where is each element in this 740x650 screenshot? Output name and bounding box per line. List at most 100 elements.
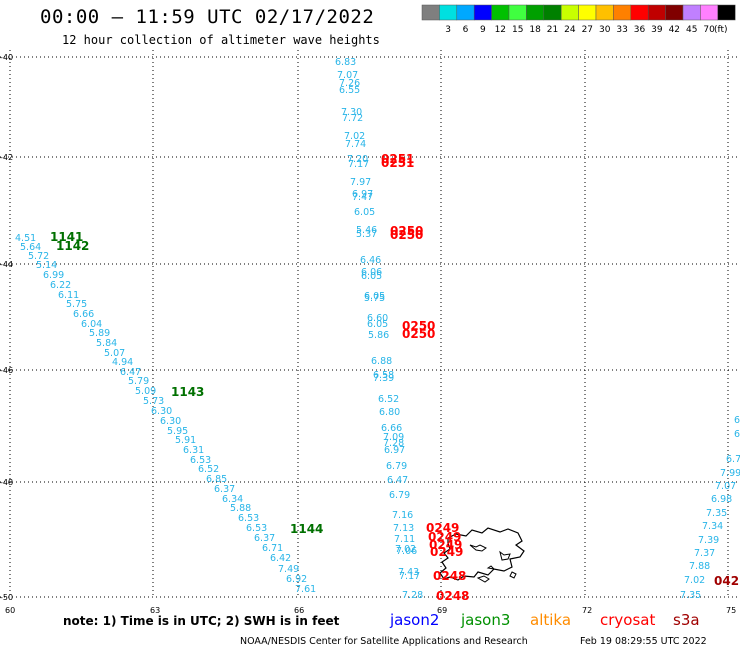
legend-swatch <box>613 4 632 21</box>
swh-reading: 6.52 <box>378 394 399 405</box>
y-tick-label: -44 <box>0 260 13 269</box>
legend-swatch <box>526 4 545 21</box>
x-tick-label: 72 <box>582 606 592 615</box>
swh-reading: 5.86 <box>368 330 389 341</box>
legend-label: 30 <box>599 25 611 35</box>
legend-swatch <box>439 4 458 21</box>
swh-reading: 5.46 <box>356 225 377 236</box>
swh-reading: 7.02 <box>395 544 416 555</box>
map-subtitle: 12 hour collection of altimeter wave hei… <box>62 33 380 47</box>
pass-time-label: 0249 <box>429 538 462 552</box>
swh-reading: 7.28 <box>383 438 404 449</box>
legend-swatch <box>665 4 684 21</box>
pass-time-label: 1141 <box>50 230 83 244</box>
map-note: note: 1) Time is in UTC; 2) SWH is in fe… <box>63 611 707 647</box>
swh-reading: 7.02 <box>344 131 365 142</box>
swh-reading: 6.88 <box>371 356 392 367</box>
swh-reading: 5.75 <box>66 299 87 310</box>
swh-reading: 7.35 <box>706 508 727 519</box>
swh-reading: 7.49 <box>278 564 299 575</box>
swh-reading: 6.30 <box>160 416 181 427</box>
legend-swatch <box>560 4 579 21</box>
legend-label: 27 <box>582 25 593 35</box>
pass-time-label: 1144 <box>290 522 323 536</box>
swh-reading: 5.84 <box>96 338 117 349</box>
legend-swatch <box>508 4 527 21</box>
swh-reading: 5.88 <box>230 503 251 514</box>
pass-time-label: 0249 <box>426 521 459 535</box>
swh-reading: 6.06 <box>361 267 382 278</box>
x-tick-label: 69 <box>437 606 447 615</box>
pass-time-label: 0251 <box>381 156 414 170</box>
pass-time-label: 0248 <box>433 569 466 583</box>
swh-reading: 7.06 <box>396 546 417 557</box>
swh-reading: 6 <box>734 415 740 426</box>
swh-reading: 5.64 <box>20 242 41 253</box>
pass-time-label: 042 <box>714 574 739 588</box>
satellite-legend-cryosat: cryosat <box>600 611 655 629</box>
swh-reading: 7.13 <box>393 523 414 534</box>
swh-reading: 7.30 <box>341 107 362 118</box>
pass-time-label: 1143 <box>171 385 204 399</box>
x-tick-label: 75 <box>726 606 736 615</box>
swh-reading: 7.61 <box>295 584 316 595</box>
legend-swatch <box>543 4 562 21</box>
y-tick-label: -40 <box>0 53 13 62</box>
swh-reading: 7.26 <box>339 78 360 89</box>
swh-reading: 6.66 <box>381 423 402 434</box>
swh-reading: 7.28 <box>402 590 423 601</box>
swh-reading: 7.07 <box>337 70 358 81</box>
legend-swatch <box>630 4 649 21</box>
legend-label: 18 <box>529 25 541 35</box>
swh-reading: 4.94 <box>112 357 133 368</box>
swh-reading: 6.46 <box>360 255 381 266</box>
satellite-legend-s3a: s3a <box>673 611 700 629</box>
legend-label: 15 <box>512 25 523 35</box>
swh-reading: 7.16 <box>392 510 413 521</box>
swh-reading: 5.72 <box>28 251 49 262</box>
legend-label: 6 <box>463 25 469 35</box>
swh-reading: 6.71 <box>262 543 283 554</box>
y-tick-label: -46 <box>0 366 13 375</box>
legend-label: 21 <box>547 25 558 35</box>
swh-reading: 6.05 <box>364 291 385 302</box>
y-tick-label: -48 <box>0 478 13 487</box>
swh-reading: 5.79 <box>128 376 149 387</box>
graticule: 60 63 66 69 72 75-40-42-44-46-48-50 <box>0 50 740 615</box>
pass-time-label: 0250 <box>390 228 423 242</box>
swh-reading: 6.85 <box>206 474 227 485</box>
swh-reading: 6.05 <box>354 207 375 218</box>
swh-reading: 4.51 <box>15 233 36 244</box>
swh-reading: 6.04 <box>81 319 102 330</box>
swh-reading: 6.92 <box>286 574 307 585</box>
swh-reading: 6.37 <box>214 484 235 495</box>
legend-label: 33 <box>616 25 627 35</box>
y-tick-label: -42 <box>0 153 13 162</box>
swh-reading: 6.34 <box>222 494 243 505</box>
legend-swatch <box>421 4 440 21</box>
satellite-legend-altika: altika <box>530 611 571 629</box>
legend-swatch <box>682 4 701 21</box>
legend-swatch <box>456 4 475 21</box>
wave-height-tracks: 4.515.645.725.146.996.226.115.756.666.04… <box>15 57 740 601</box>
swh-reading: 5.95 <box>167 426 188 437</box>
swh-reading: 6.79 <box>386 461 407 472</box>
swh-reading: 6.30 <box>151 406 172 417</box>
legend-label: 42 <box>669 25 680 35</box>
swh-reading: 5.91 <box>175 435 196 446</box>
swh-color-legend: 3 6 9 12 15 18 21 24 27 30 33 36 39 42 45 70 (ft) <box>421 4 736 35</box>
pass-time-label: 1142 <box>56 239 89 253</box>
swh-reading: 5.37 <box>356 229 377 240</box>
swh-reading: 6.52 <box>198 464 219 475</box>
swh-reading: 6.83 <box>335 57 356 68</box>
swh-reading: 6.47 <box>387 475 408 486</box>
swh-reading: 6.37 <box>254 533 275 544</box>
swh-reading: 7.72 <box>342 113 363 124</box>
swh-reading: 5.75 <box>364 293 385 304</box>
pass-time-labels: 1141114211431144025102510250025002500250… <box>50 152 739 603</box>
generated-timestamp: Feb 19 08:29:55 UTC 2022 <box>580 636 707 647</box>
swh-reading: 7.37 <box>694 548 715 559</box>
swh-reading: 6.97 <box>352 189 373 200</box>
swh-reading: 6.79 <box>389 490 410 501</box>
